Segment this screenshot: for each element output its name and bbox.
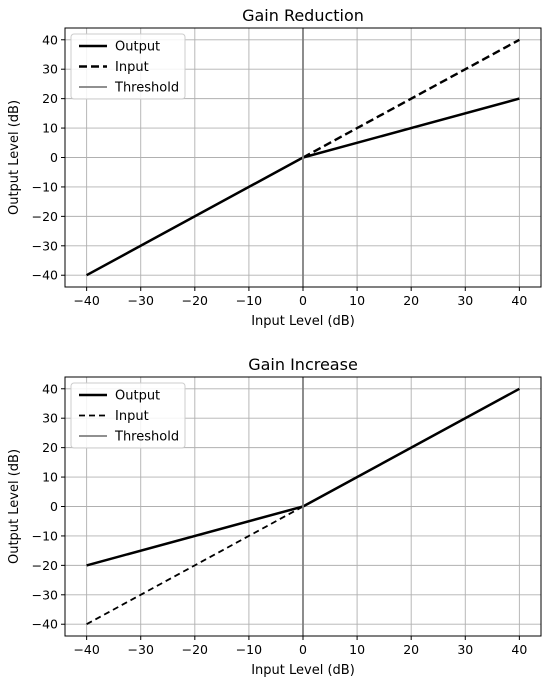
legend-label-threshold: Threshold xyxy=(114,81,179,96)
y-tick-label: −30 xyxy=(32,587,58,602)
x-tick-label: 30 xyxy=(457,642,473,657)
y-tick-label: 10 xyxy=(42,470,58,485)
chart-title: Gain Reduction xyxy=(242,6,364,25)
legend-label-input: Input xyxy=(115,60,149,75)
y-axis-label: Output Level (dB) xyxy=(7,449,22,564)
y-tick-label: 30 xyxy=(42,62,58,77)
x-tick-label: −40 xyxy=(73,293,99,308)
chart-panel-2: −40 −30 −20 −10 0 10 20 30 40 −40 −30 −20 −10 0 10 20 30… xyxy=(7,355,542,678)
y-tick-label: 30 xyxy=(42,411,58,426)
y-tick-label: −20 xyxy=(32,558,58,573)
legend-label-threshold: Threshold xyxy=(114,430,179,445)
legend-box xyxy=(70,33,186,100)
legend: Output Input Threshold xyxy=(70,33,186,100)
legend-label-output: Output xyxy=(115,40,160,55)
y-tick-label: 10 xyxy=(42,121,58,136)
series-line-input xyxy=(302,38,520,159)
chart-panel-1: −40 −30 −20 −10 0 10 20 30 40 −40 −30 −20 −10 0 10 20 30… xyxy=(7,6,542,329)
y-tick-label: −40 xyxy=(32,617,58,632)
x-tick-label: 20 xyxy=(403,293,419,308)
legend-label-input: Input xyxy=(115,409,149,424)
x-tick-label: 20 xyxy=(403,642,419,657)
x-tick-label: −10 xyxy=(236,642,262,657)
x-axis-label: Input Level (dB) xyxy=(251,663,355,678)
x-tick-label: −10 xyxy=(236,293,262,308)
chart-title: Gain Increase xyxy=(248,355,358,374)
series-line-input xyxy=(86,505,304,625)
y-tick-label: 20 xyxy=(42,91,58,106)
x-tick-label: 10 xyxy=(349,293,365,308)
y-tick-label: 20 xyxy=(42,440,58,455)
x-tick-label: 10 xyxy=(349,642,365,657)
x-tick-label: 40 xyxy=(511,293,527,308)
x-tick-label: −40 xyxy=(73,642,99,657)
y-tick-label: 0 xyxy=(50,150,58,165)
y-tick-label: −30 xyxy=(32,238,58,253)
y-tick-label: −20 xyxy=(32,209,58,224)
x-tick-label: −30 xyxy=(128,293,154,308)
legend: Output Input Threshold xyxy=(70,382,186,449)
y-tick-label: −40 xyxy=(32,268,58,283)
x-axis-label: Input Level (dB) xyxy=(251,314,355,329)
y-tick-label: −10 xyxy=(32,528,58,543)
x-tick-label: 0 xyxy=(299,642,307,657)
y-tick-label: 40 xyxy=(42,381,58,396)
x-tick-label: −30 xyxy=(128,642,154,657)
y-tick-label: 40 xyxy=(42,32,58,47)
x-tick-label: −20 xyxy=(182,293,208,308)
y-tick-label: 0 xyxy=(50,499,58,514)
x-tick-label: 30 xyxy=(457,293,473,308)
y-axis-label: Output Level (dB) xyxy=(7,100,22,215)
x-tick-label: 40 xyxy=(511,642,527,657)
x-tick-label: −20 xyxy=(182,642,208,657)
y-tick-label: −10 xyxy=(32,179,58,194)
x-tick-label: 0 xyxy=(299,293,307,308)
legend-label-output: Output xyxy=(115,389,160,404)
legend-box xyxy=(70,382,186,449)
